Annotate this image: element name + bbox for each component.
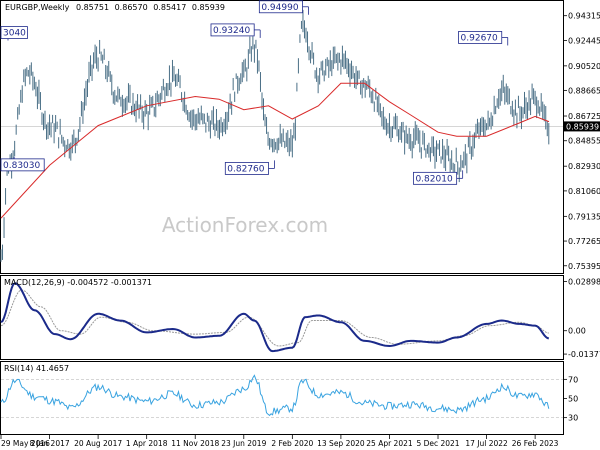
x-tick-label: 26 Feb 2023 [512, 439, 559, 448]
price-tick-label: 0.92445 [568, 36, 600, 45]
annotation-box [0, 26, 28, 39]
current-price-box [564, 121, 600, 132]
price-tick-label: 0.82930 [568, 162, 600, 171]
x-tick-label: 5 Dec 2021 [416, 439, 459, 448]
symbol-label: EURGBP,Weekly [5, 3, 70, 12]
price-tick-label: 0.88665 [568, 86, 600, 95]
x-tick-label: 29 May 2016 [1, 439, 50, 448]
price-tick-label: 0.81060 [568, 187, 600, 196]
x-tick-label: 17 Jul 2022 [465, 439, 508, 448]
x-tick-label: 20 Aug 2017 [74, 439, 122, 448]
price-tick-label: 0.84855 [568, 137, 600, 146]
annotation-label: 3040 [3, 29, 26, 39]
price-tick-label: 0.90520 [568, 62, 600, 71]
annotation-box [210, 23, 255, 37]
rsi-plot: 70 50 30 [0, 374, 578, 423]
ohlc-open: 0.85751 [76, 3, 109, 12]
watermark: ActionForex.com [162, 213, 328, 237]
annotation-box [458, 31, 503, 44]
price-y-ticks: 0.94315 0.92445 0.90520 0.88665 0.86725 0.848… [1, 12, 600, 271]
x-tick-label: 8 Jan 2017 [29, 439, 69, 448]
price-annotations: 3040 0.83030 0.93240 0.94990 0.82760 0.92670 0… [0, 0, 509, 185]
ohlc-close: 0.85939 [192, 3, 225, 12]
ohlc-high: 0.86570 [115, 3, 148, 12]
x-tick-label: 1 Apr 2018 [126, 439, 168, 448]
x-tick-label: 2 Feb 2020 [271, 439, 313, 448]
annotation-box [0, 158, 45, 172]
price-header: EURGBP,Weekly 0.85751 0.86570 0.85417 0.… [5, 3, 225, 12]
macd-header: MACD(12,26,9) -0.004572 -0.001371 [4, 278, 152, 287]
annotation-box [413, 171, 458, 185]
macd-panel-frame [0, 275, 564, 360]
rsi-tick-label: 70 [568, 375, 578, 384]
annotation-label: 0.83030 [3, 161, 40, 171]
ohlc-low: 0.85417 [153, 3, 186, 12]
annotation-box [258, 0, 303, 14]
annotation-label: 0.82760 [227, 164, 264, 174]
macd-line [0, 282, 550, 353]
annotation-label: 0.82010 [415, 174, 452, 184]
annotation-label: 0.92670 [461, 33, 498, 43]
annotation-box [224, 162, 269, 175]
macd-signal-line [0, 289, 549, 347]
macd-plot: 0.028988 0.00 -0.013779 [0, 278, 600, 359]
macd-tick-label: 0.028988 [568, 278, 600, 287]
rsi-tick-label: 30 [568, 414, 578, 423]
annotation-label: 0.94990 [261, 3, 298, 13]
rsi-panel-frame [0, 361, 564, 435]
price-tick-label: 0.77265 [568, 237, 600, 246]
price-tick-label: 0.79135 [568, 212, 600, 221]
price-plot [0, 9, 550, 262]
annotation-label: 0.93240 [213, 26, 250, 36]
x-tick-label: 23 Jun 2019 [221, 439, 266, 448]
rsi-tick-label: 50 [568, 395, 578, 404]
price-tick-label: 0.86725 [568, 112, 600, 121]
rsi-line [0, 374, 550, 417]
macd-tick-label: 0.00 [568, 327, 586, 336]
x-tick-label: 11 Nov 2018 [171, 439, 219, 448]
price-tick-label: 0.75395 [568, 262, 600, 271]
current-price-label: 0.85939 [566, 122, 599, 131]
x-tick-label: 25 Apr 2021 [366, 439, 413, 448]
macd-tick-label: -0.013779 [568, 350, 600, 359]
x-tick-label: 13 Sep 2020 [317, 439, 365, 448]
moving-average-line [0, 82, 550, 219]
price-tick-label: 0.94315 [568, 12, 600, 21]
rsi-header: RSI(14) 41.4657 [4, 364, 69, 373]
